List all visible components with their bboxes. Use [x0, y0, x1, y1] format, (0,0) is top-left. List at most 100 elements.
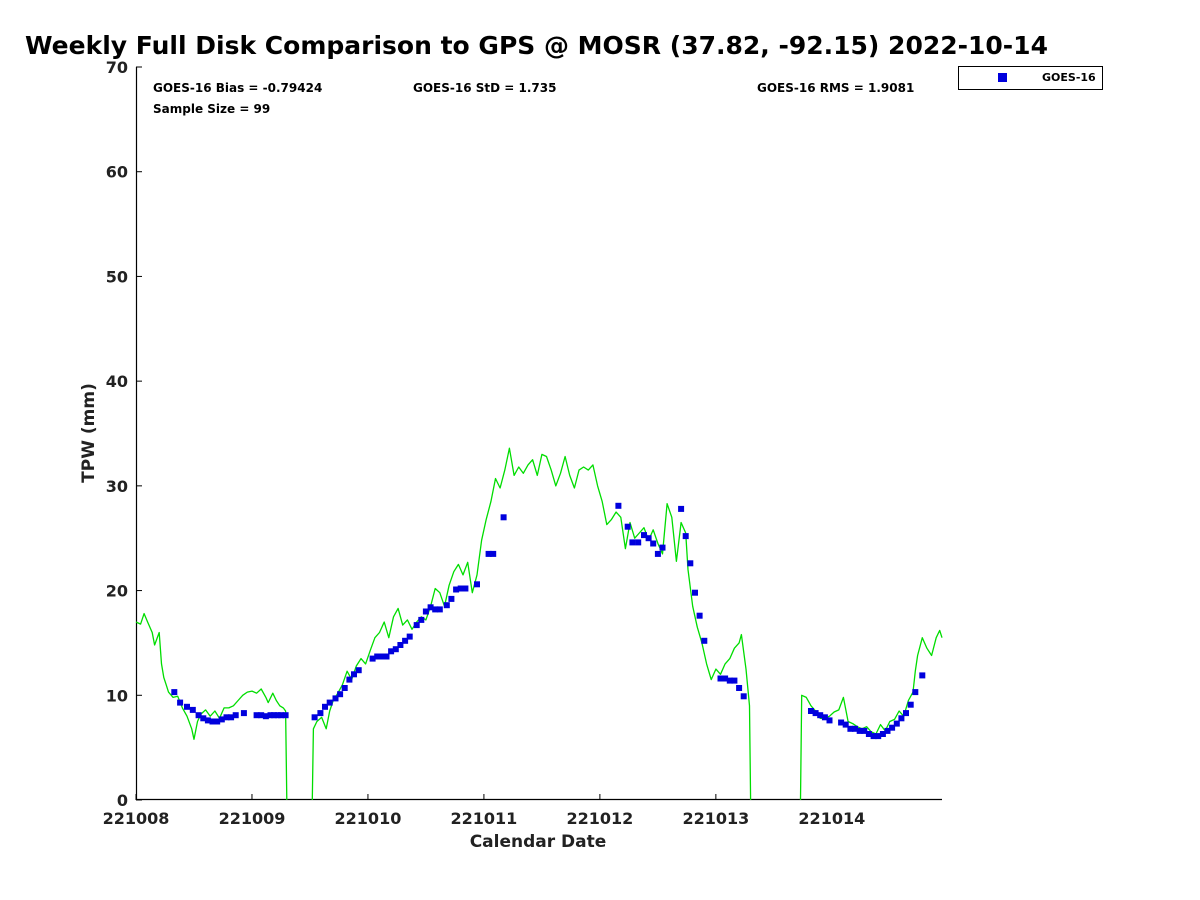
goes-16-point	[317, 710, 324, 717]
goes-16-point	[893, 720, 900, 727]
goes-16-point	[701, 637, 708, 644]
goes-16-point	[856, 727, 863, 734]
goes-16-point	[903, 710, 909, 717]
goes-16-point	[274, 712, 281, 719]
goes-16-point	[624, 523, 631, 530]
goes-16-point	[629, 539, 636, 546]
goes-16-point	[645, 535, 652, 542]
goes-16-point	[218, 716, 225, 723]
goes-16-point	[337, 691, 344, 698]
gps-line-segment	[311, 447, 752, 801]
goes-16-point	[615, 502, 622, 509]
goes-16-point	[253, 712, 260, 719]
goes-16-point	[457, 585, 464, 592]
goes-16-point	[740, 693, 747, 700]
goes-16-point	[726, 677, 733, 684]
legend-box	[958, 66, 1103, 90]
x-tick-label: 221011	[451, 809, 518, 828]
goes-16-point	[214, 718, 221, 725]
goes-16-point	[635, 539, 642, 546]
goes-16-point	[311, 714, 318, 721]
goes-16-point	[388, 648, 395, 655]
goes-16-point	[378, 653, 385, 660]
bias-stat: GOES-16 Bias = -0.79424	[153, 81, 322, 95]
plot-area	[135, 67, 942, 801]
goes-16-point	[383, 653, 390, 660]
goes-16-point	[271, 712, 277, 719]
goes-16-point	[641, 532, 647, 539]
x-tick-label: 221009	[219, 809, 286, 828]
y-tick-label: 30	[106, 477, 128, 496]
goes-16-point	[500, 514, 507, 521]
goes-16-point	[422, 608, 429, 615]
goes-16-point	[884, 727, 891, 734]
goes-16-point	[418, 616, 425, 623]
goes-16-point	[326, 699, 333, 706]
goes-16-point	[223, 714, 230, 721]
y-tick-label: 70	[106, 58, 128, 77]
y-tick-label: 60	[106, 163, 128, 182]
goes-16-point	[200, 715, 207, 722]
goes-16-point	[912, 689, 919, 696]
goes-16-point	[696, 612, 703, 619]
goes-16-point	[462, 585, 469, 592]
sample-size-stat: Sample Size = 99	[153, 102, 270, 116]
goes-16-point	[177, 699, 184, 706]
goes-16-point	[808, 708, 814, 714]
goes-16-point	[355, 667, 362, 674]
legend-label: GOES-16	[1042, 71, 1096, 84]
goes-16-point	[240, 710, 247, 717]
goes-16-point	[687, 560, 694, 567]
goes-16-point	[490, 550, 497, 557]
goes-16-point	[654, 550, 661, 557]
goes-16-point	[195, 712, 202, 719]
goes-16-point	[870, 733, 877, 740]
goes-16-point	[889, 724, 896, 731]
goes-16-point	[267, 712, 274, 719]
goes-16-point	[852, 725, 858, 732]
y-tick-label: 50	[106, 267, 128, 286]
legend-marker-square-icon	[998, 73, 1007, 82]
gps-line-segment	[135, 612, 288, 801]
goes-16-point	[448, 595, 455, 602]
y-tick-label: 40	[106, 372, 128, 391]
goes-16-point	[232, 712, 239, 719]
y-tick-label: 0	[117, 791, 128, 810]
goes-16-point	[262, 713, 269, 720]
goes-16-point	[406, 633, 413, 640]
x-tick-label: 221010	[335, 809, 402, 828]
goes-16-point	[659, 544, 666, 551]
goes-16-point	[332, 695, 339, 702]
gps-series	[135, 447, 943, 801]
goes-16-point	[189, 706, 196, 713]
goes-16-point	[826, 717, 833, 724]
goes-16-point	[678, 505, 685, 512]
goes-16-point	[369, 655, 376, 662]
goes-16-series	[171, 502, 926, 740]
goes-16-point	[402, 637, 409, 644]
chart-title: Weekly Full Disk Comparison to GPS @ MOS…	[25, 31, 1048, 60]
y-axis-label: TPW (mm)	[79, 383, 99, 483]
y-tick-label: 10	[106, 686, 128, 705]
goes-16-point	[812, 710, 819, 717]
goes-16-point	[184, 703, 190, 710]
goes-16-point	[443, 602, 450, 609]
goes-16-point	[346, 676, 353, 683]
goes-16-point	[861, 727, 868, 734]
goes-16-point	[322, 703, 328, 710]
goes-16-point	[453, 586, 460, 593]
goes-16-point	[722, 675, 729, 682]
goes-16-point	[282, 712, 289, 719]
x-tick-label: 221012	[566, 809, 633, 828]
goes-16-point	[341, 685, 348, 691]
goes-16-point	[427, 604, 434, 611]
goes-16-point	[907, 701, 914, 708]
goes-16-point	[397, 642, 404, 648]
rms-stat: GOES-16 RMS = 1.9081	[757, 81, 914, 95]
goes-16-point	[436, 606, 443, 613]
goes-16-point	[374, 653, 381, 660]
x-axis-ticks: 221008 221009 221010 221011 221012 221013 2210…	[103, 794, 865, 828]
goes-16-point	[898, 715, 905, 722]
goes-16-point	[875, 733, 882, 740]
